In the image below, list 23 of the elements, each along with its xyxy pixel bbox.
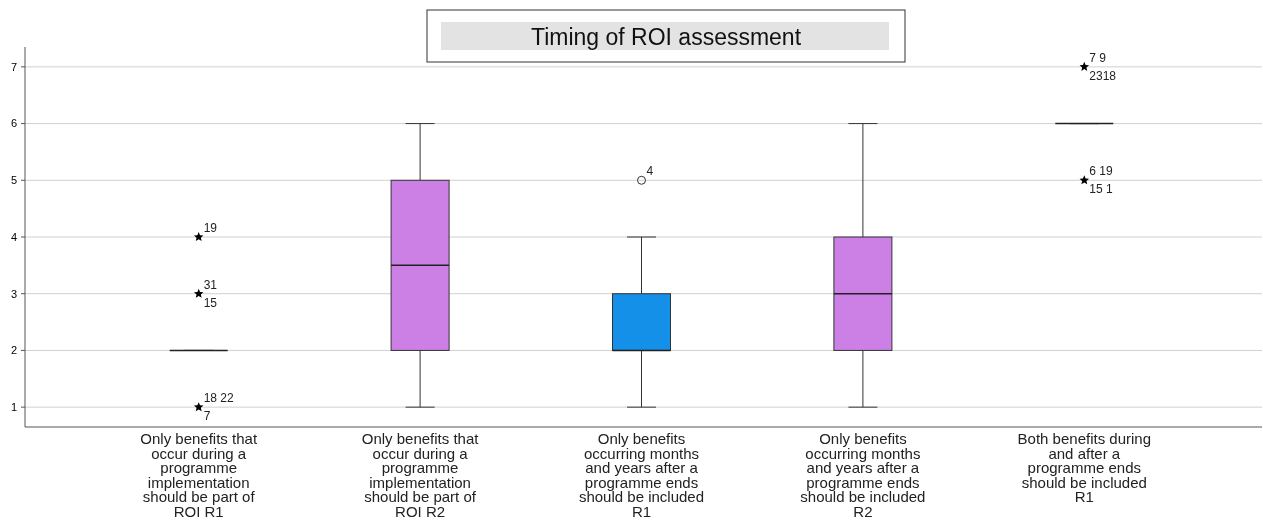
annotation: 4 [646, 164, 654, 179]
chart-title: Timing of ROI assessment [530, 24, 802, 51]
x-tick-label: Only benefits occurring months and years after a programme ends should be included R2 [800, 430, 926, 520]
y-tick-label: 7 [10, 60, 17, 73]
y-tick-label: 2 [10, 344, 17, 357]
x-tick-label: Only benefits that occur during a programme implementation should be part of ROI R1 [140, 430, 258, 520]
annotation: 15 [203, 295, 218, 310]
annotation: 31 [203, 277, 218, 292]
x-tick-label: Both benefits during and after a programme ends should be included R1 [1017, 430, 1152, 505]
annotation: 6 19 [1089, 164, 1113, 179]
annotation: 15 1 [1089, 182, 1113, 197]
y-tick-label: 1 [10, 401, 17, 413]
annotation: 19 [203, 221, 218, 235]
y-tick-label: 5 [10, 174, 17, 187]
y-tick-label: 6 [10, 117, 17, 130]
annotation: 7 9 [1089, 50, 1107, 65]
y-tick-label: 3 [10, 287, 17, 300]
annotation: 2318 [1089, 68, 1117, 83]
x-tick-label: Only benefits occurring months and years after a programme ends should be included R1 [578, 430, 705, 520]
annotation: 7 [203, 409, 211, 424]
y-tick-label: 4 [10, 230, 17, 243]
annotation: 18 22 [203, 391, 235, 406]
x-tick-label: Only benefits that occur during a programme implementation should be part of ROI R2 [361, 430, 480, 520]
